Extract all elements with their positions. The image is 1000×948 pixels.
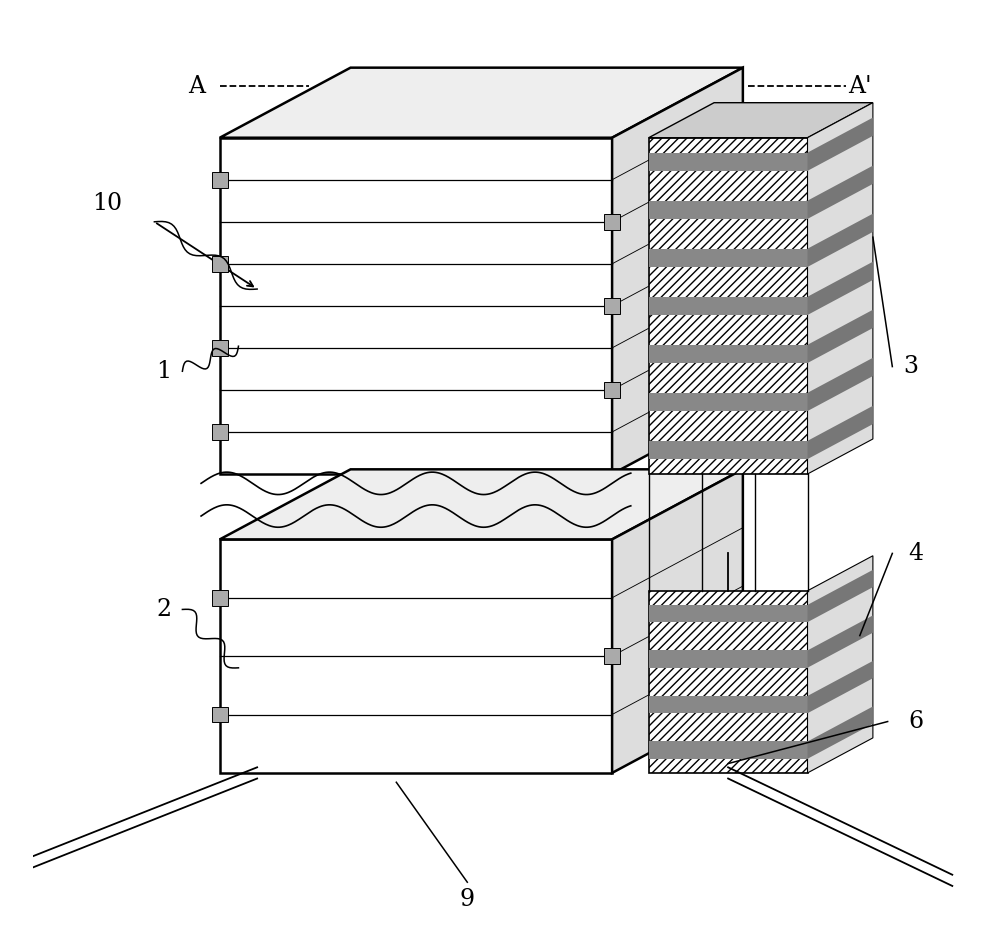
Polygon shape: [808, 310, 873, 363]
Bar: [649, 605, 808, 622]
Polygon shape: [220, 67, 743, 137]
Text: 6: 6: [908, 710, 923, 733]
Text: A': A': [848, 75, 871, 98]
Polygon shape: [808, 661, 873, 713]
Polygon shape: [612, 469, 743, 773]
Bar: [212, 340, 228, 356]
Polygon shape: [612, 67, 743, 474]
Text: 10: 10: [93, 191, 123, 214]
Bar: [649, 696, 808, 713]
Polygon shape: [808, 166, 873, 219]
Text: 1: 1: [156, 359, 171, 383]
Text: A: A: [188, 75, 205, 98]
Bar: [604, 648, 620, 665]
Bar: [604, 298, 620, 314]
Text: 4: 4: [908, 542, 923, 565]
Text: 9: 9: [460, 887, 475, 910]
Bar: [604, 214, 620, 229]
Bar: [212, 706, 228, 722]
Text: 2: 2: [156, 598, 171, 621]
Polygon shape: [649, 102, 873, 137]
Bar: [212, 590, 228, 606]
Bar: [649, 591, 808, 773]
Polygon shape: [808, 406, 873, 459]
Bar: [649, 153, 808, 171]
Bar: [649, 650, 808, 667]
Polygon shape: [808, 570, 873, 622]
Polygon shape: [808, 357, 873, 411]
Bar: [604, 382, 620, 398]
Bar: [212, 424, 228, 440]
Polygon shape: [808, 556, 873, 773]
Bar: [649, 248, 808, 267]
Polygon shape: [808, 118, 873, 171]
Bar: [649, 297, 808, 315]
Polygon shape: [808, 102, 873, 474]
Polygon shape: [808, 706, 873, 758]
Bar: [649, 345, 808, 363]
Bar: [212, 256, 228, 272]
Bar: [649, 441, 808, 459]
Polygon shape: [220, 469, 743, 539]
Polygon shape: [808, 615, 873, 667]
Bar: [649, 201, 808, 219]
Text: 3: 3: [904, 356, 919, 378]
Polygon shape: [808, 262, 873, 315]
Polygon shape: [220, 539, 612, 773]
Polygon shape: [808, 213, 873, 267]
Bar: [649, 137, 808, 474]
Bar: [649, 741, 808, 758]
Bar: [212, 172, 228, 188]
Bar: [649, 392, 808, 411]
Polygon shape: [220, 137, 612, 474]
